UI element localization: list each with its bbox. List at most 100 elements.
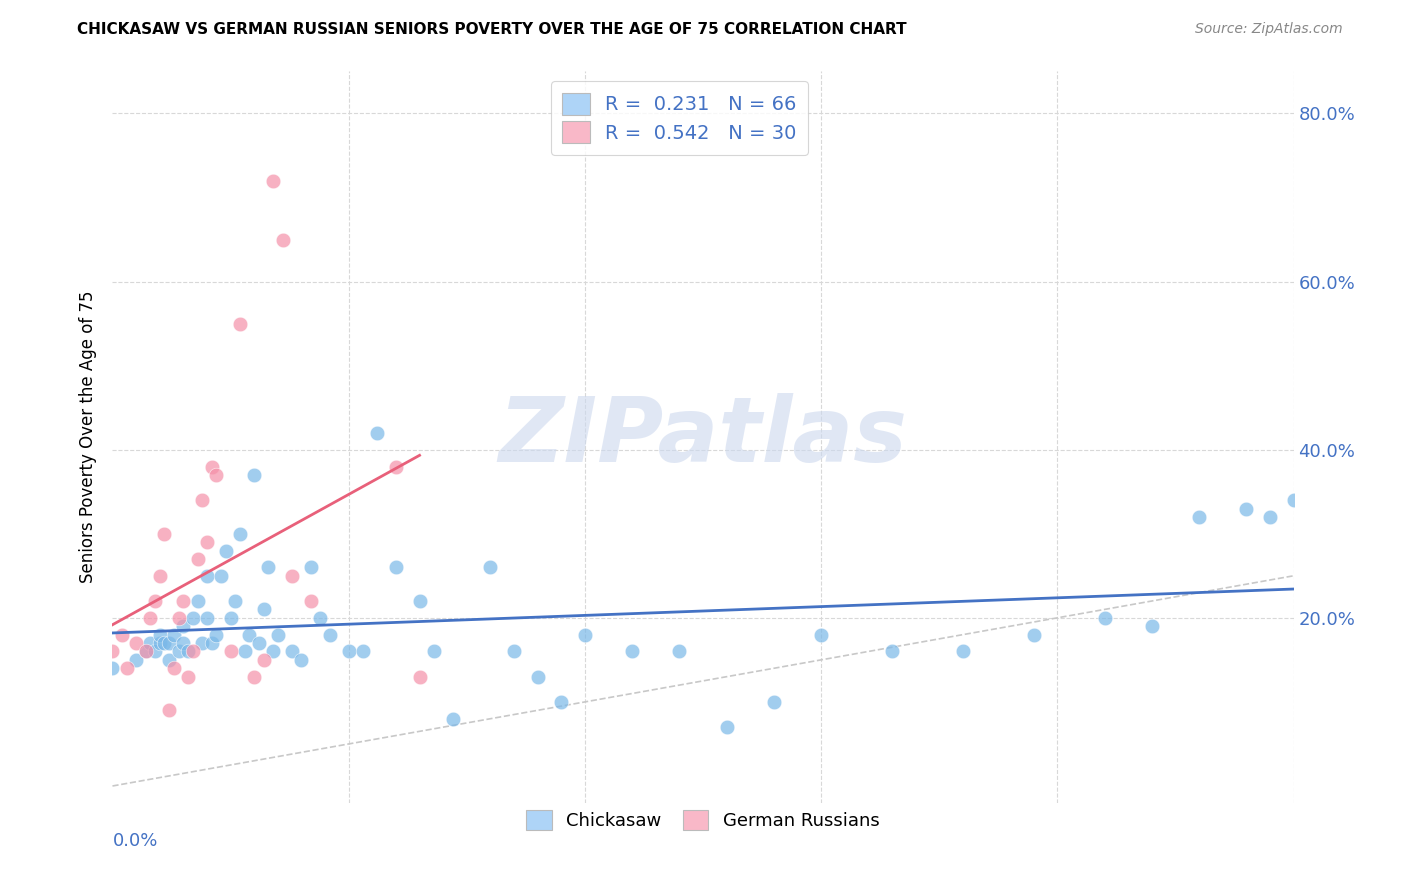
Point <box>167 611 190 625</box>
Point <box>191 636 214 650</box>
Point <box>1140 619 1163 633</box>
Point <box>125 636 148 650</box>
Point <box>319 627 342 641</box>
Point <box>201 636 224 650</box>
Point <box>172 594 194 608</box>
Point <box>267 627 290 641</box>
Point <box>1258 510 1281 524</box>
Point <box>233 644 256 658</box>
Point <box>135 644 157 658</box>
Point <box>299 560 322 574</box>
Point <box>1094 611 1116 625</box>
Point <box>290 653 312 667</box>
Point <box>205 627 228 641</box>
Point <box>111 627 134 641</box>
Text: 0.0%: 0.0% <box>112 832 157 850</box>
Point <box>177 644 200 658</box>
Point <box>1282 493 1305 508</box>
Point <box>205 467 228 482</box>
Point <box>422 644 444 658</box>
Point <box>186 594 208 608</box>
Point <box>253 653 276 667</box>
Point <box>952 644 974 658</box>
Point <box>281 644 304 658</box>
Point <box>135 644 157 658</box>
Point <box>209 569 232 583</box>
Point <box>201 459 224 474</box>
Point <box>526 670 548 684</box>
Point <box>550 695 572 709</box>
Text: CHICKASAW VS GERMAN RUSSIAN SENIORS POVERTY OVER THE AGE OF 75 CORRELATION CHART: CHICKASAW VS GERMAN RUSSIAN SENIORS POVE… <box>77 22 907 37</box>
Point <box>503 644 526 658</box>
Point <box>195 569 218 583</box>
Point <box>195 611 218 625</box>
Point <box>139 636 162 650</box>
Point <box>163 627 186 641</box>
Point <box>337 644 360 658</box>
Point <box>262 174 284 188</box>
Point <box>281 569 304 583</box>
Point <box>243 467 266 482</box>
Point <box>186 552 208 566</box>
Point <box>177 670 200 684</box>
Point <box>621 644 644 658</box>
Point <box>810 627 832 641</box>
Text: ZIPatlas: ZIPatlas <box>499 393 907 481</box>
Point <box>219 644 242 658</box>
Point <box>1234 501 1257 516</box>
Point <box>366 425 388 440</box>
Point <box>143 594 166 608</box>
Point <box>153 526 176 541</box>
Point <box>716 720 738 734</box>
Point <box>139 611 162 625</box>
Point <box>479 560 502 574</box>
Point <box>352 644 374 658</box>
Point <box>408 670 430 684</box>
Point <box>243 670 266 684</box>
Point <box>101 661 124 675</box>
Point <box>163 661 186 675</box>
Point <box>224 594 246 608</box>
Point <box>167 644 190 658</box>
Legend: Chickasaw, German Russians: Chickasaw, German Russians <box>519 803 887 838</box>
Point <box>157 703 180 717</box>
Point <box>181 611 204 625</box>
Point <box>385 459 408 474</box>
Point <box>1022 627 1045 641</box>
Point <box>101 644 124 658</box>
Text: Source: ZipAtlas.com: Source: ZipAtlas.com <box>1195 22 1343 37</box>
Point <box>149 627 172 641</box>
Point <box>143 644 166 658</box>
Point <box>880 644 903 658</box>
Point <box>385 560 408 574</box>
Point <box>309 611 332 625</box>
Point <box>253 602 276 616</box>
Point <box>668 644 690 658</box>
Point <box>408 594 430 608</box>
Point <box>229 317 252 331</box>
Point <box>262 644 284 658</box>
Point <box>257 560 280 574</box>
Point <box>153 636 176 650</box>
Point <box>271 233 294 247</box>
Point <box>215 543 238 558</box>
Point <box>247 636 270 650</box>
Point <box>762 695 785 709</box>
Point <box>181 644 204 658</box>
Point <box>149 636 172 650</box>
Point <box>115 661 138 675</box>
Point <box>157 653 180 667</box>
Point <box>191 493 214 508</box>
Point <box>299 594 322 608</box>
Point <box>219 611 242 625</box>
Point <box>195 535 218 549</box>
Point <box>125 653 148 667</box>
Point <box>238 627 260 641</box>
Point <box>441 712 464 726</box>
Point <box>1188 510 1211 524</box>
Point <box>574 627 596 641</box>
Point <box>157 636 180 650</box>
Y-axis label: Seniors Poverty Over the Age of 75: Seniors Poverty Over the Age of 75 <box>79 291 97 583</box>
Point <box>172 619 194 633</box>
Point <box>149 569 172 583</box>
